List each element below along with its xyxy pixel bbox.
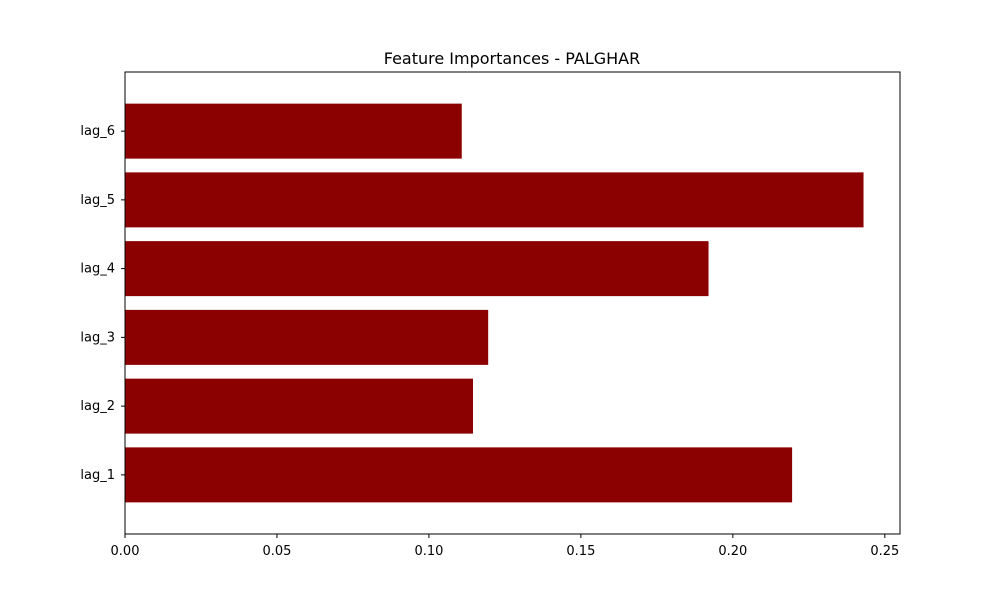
y-tick-label: lag_5 (80, 193, 115, 208)
x-tick-label: 0.10 (414, 544, 443, 559)
bar-lag_4 (125, 241, 709, 297)
y-tick-label: lag_3 (80, 330, 115, 345)
bar-lag_5 (125, 172, 864, 228)
y-tick-label: lag_6 (80, 124, 115, 139)
plot-frame (124, 71, 901, 535)
x-tick-label: 0.15 (566, 544, 595, 559)
y-tick-label: lag_4 (80, 262, 115, 277)
x-tick-label: 0.20 (718, 544, 747, 559)
bars-group (125, 103, 864, 503)
bar-lag_6 (125, 103, 462, 159)
bar-lag_2 (125, 378, 473, 434)
bar-lag_1 (125, 447, 793, 503)
y-axis: lag_1 lag_2 lag_3 lag_4 lag_5 lag_6 (80, 124, 125, 483)
x-axis: 0.00 0.05 0.10 0.15 0.20 0.25 (111, 534, 899, 559)
x-tick-label: 0.00 (111, 544, 140, 559)
x-tick-label: 0.05 (262, 544, 291, 559)
y-tick-label: lag_2 (80, 399, 115, 414)
chart-title: Feature Importances - PALGHAR (384, 49, 641, 68)
x-tick-label: 0.25 (870, 544, 899, 559)
y-tick-label: lag_1 (80, 468, 115, 483)
bar-lag_3 (125, 309, 489, 365)
